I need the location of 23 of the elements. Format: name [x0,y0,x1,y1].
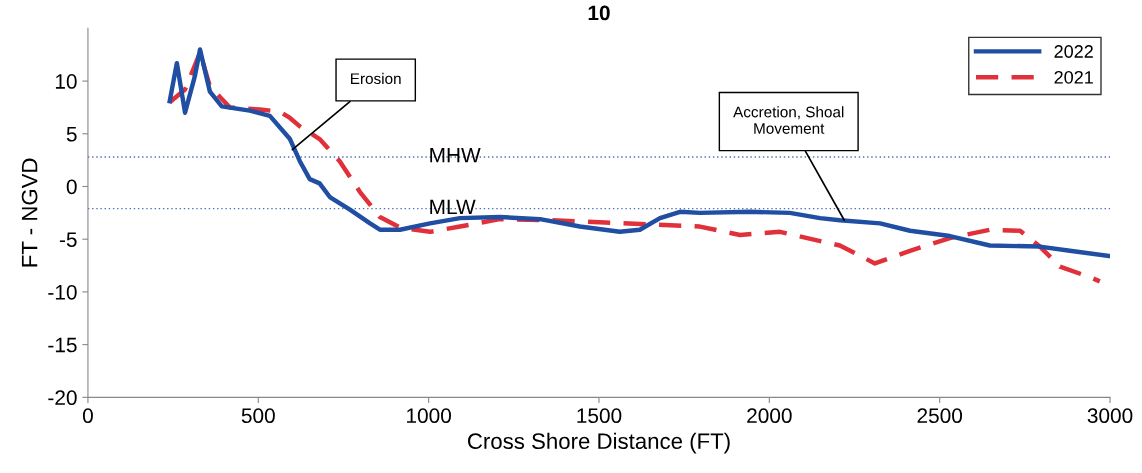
x-tick-label: 2500 [917,408,963,424]
y-tick-label: -20 [48,390,77,406]
x-tick-label: 1000 [407,408,451,424]
ref-line-label: MHW [430,148,481,163]
y-tick-label: 5 [66,127,77,142]
y-tick-label: -15 [48,337,77,353]
x-tick-label: 2000 [747,408,792,424]
ref-line-label: MLW [430,199,476,215]
y-tick-label: -5 [59,232,77,247]
legend-label: 2021 [1054,70,1093,84]
y-tick-label: -10 [48,284,77,300]
annotation: Accretion, Shoal Movement [733,106,844,134]
x-tick-label: 0 [82,408,93,424]
chart-title: 10 [588,5,610,21]
annotation: Erosion [351,72,401,85]
legend-label: 2022 [1054,45,1093,58]
x-axis-title: Cross Shore Distance (FT) [467,432,730,454]
x-tick-label: 1500 [577,408,622,424]
y-axis-title: FT - NGVD [21,158,38,267]
x-tick-label: 500 [241,408,275,424]
y-tick-label: 10 [55,74,77,89]
y-tick-label: 0 [66,179,77,195]
x-tick-label: 3000 [1087,408,1133,424]
